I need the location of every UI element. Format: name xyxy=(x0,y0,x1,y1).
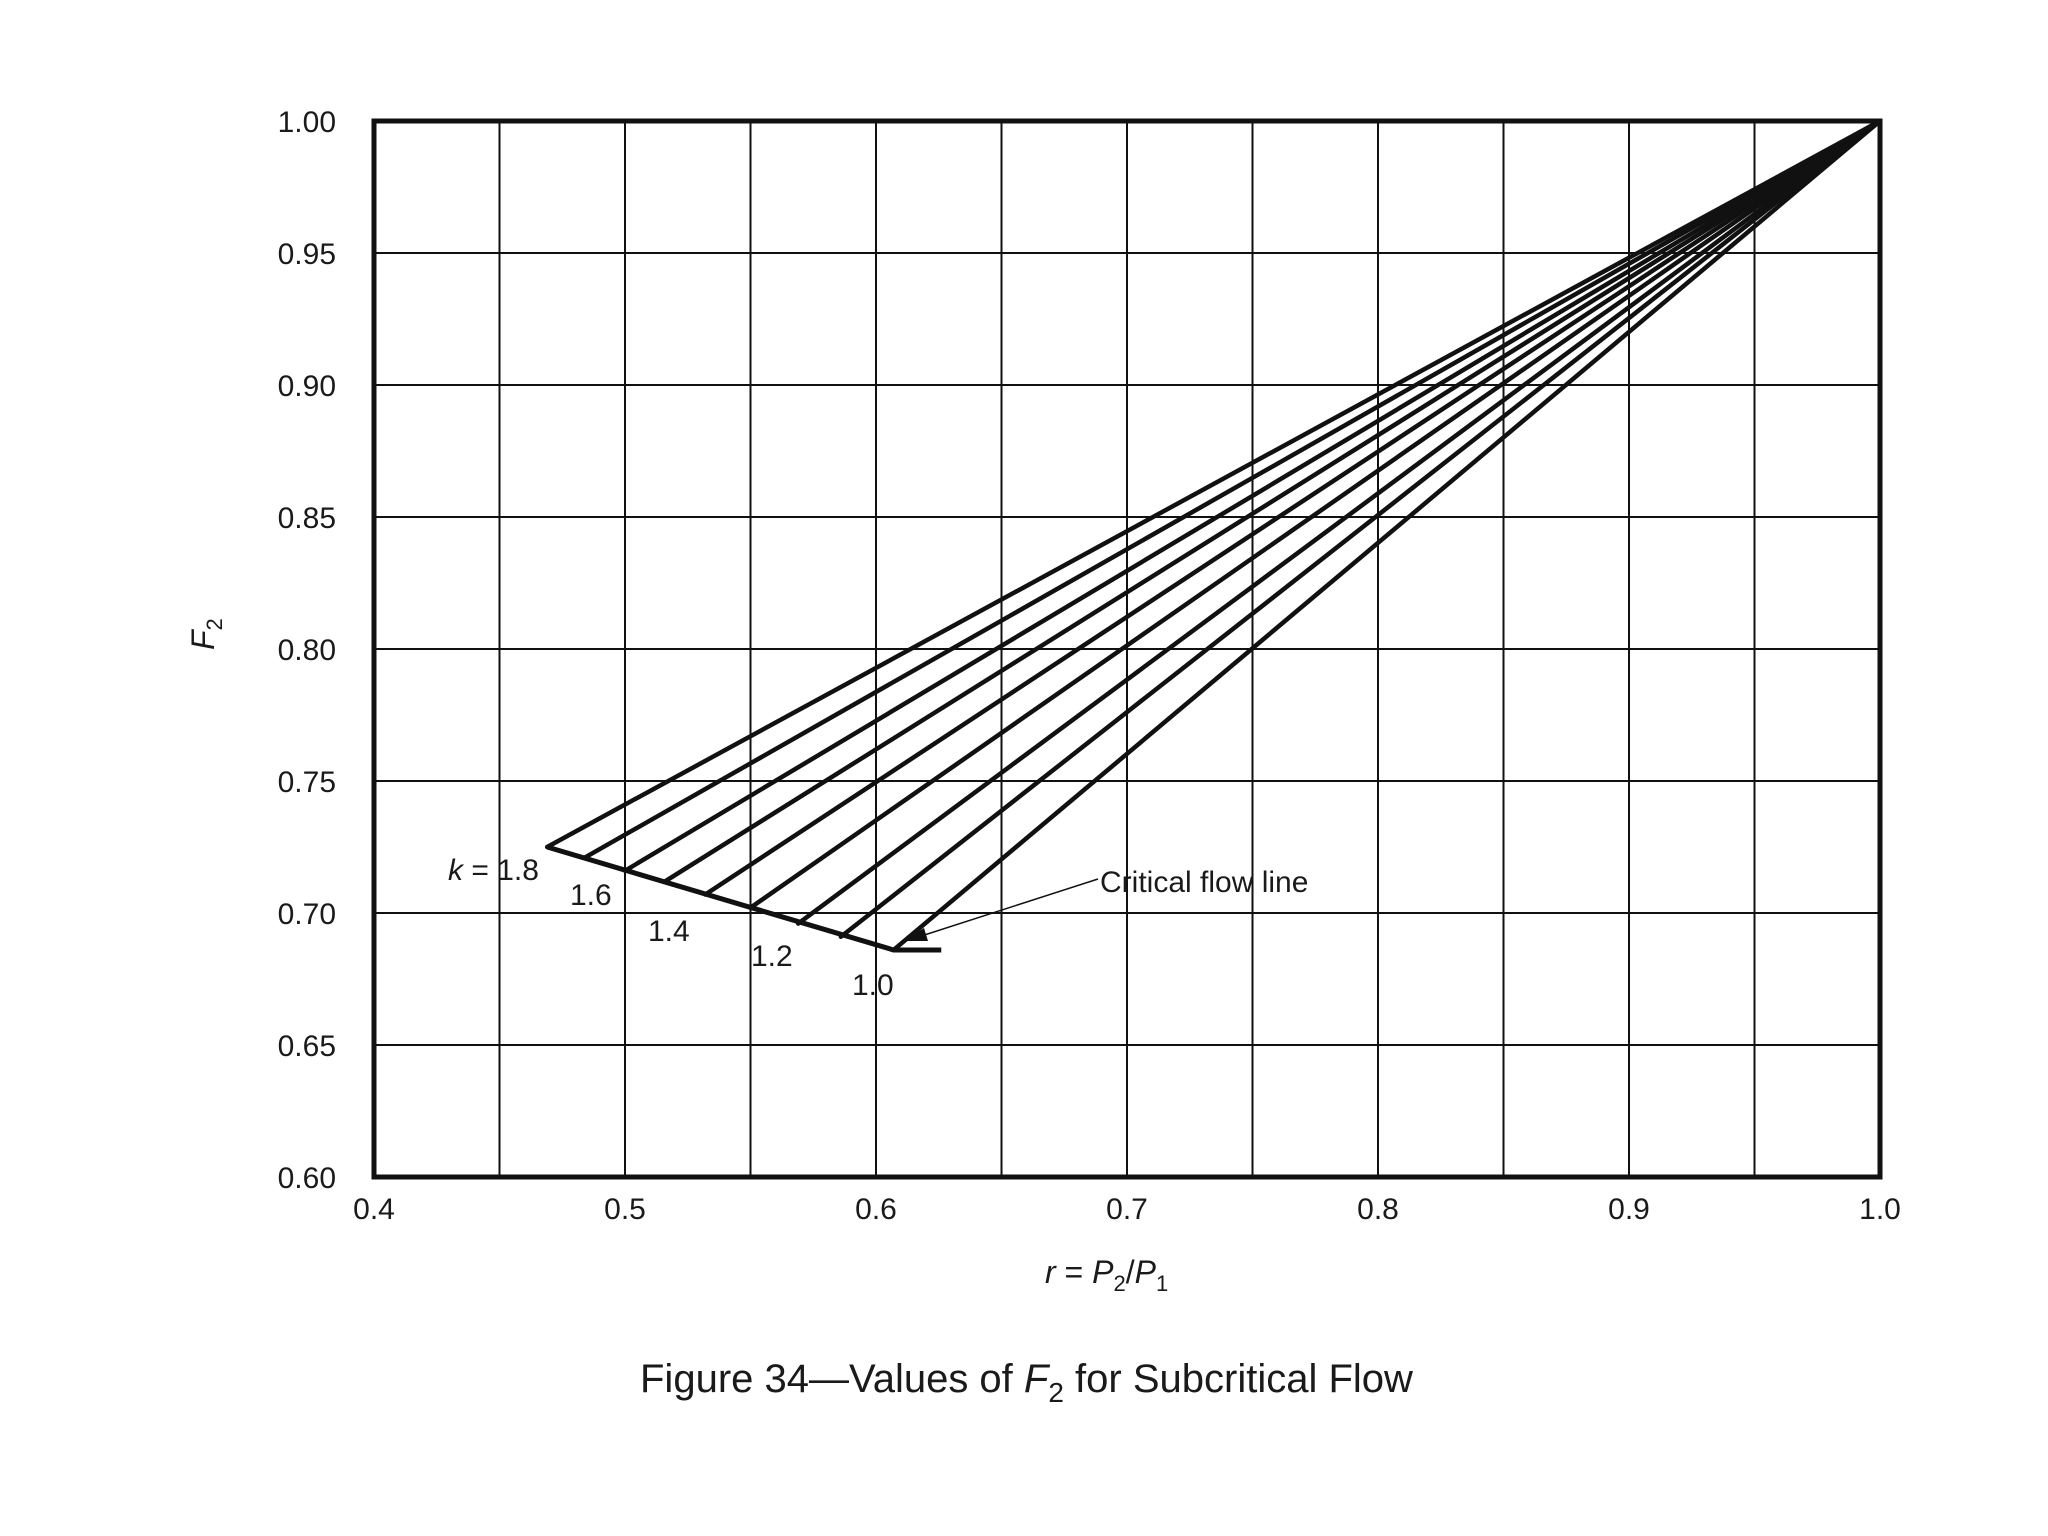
k-label-1-2: 1.2 xyxy=(751,940,793,973)
y-tick-label: 0.70 xyxy=(278,898,336,931)
k-curve xyxy=(748,118,1883,910)
k-label-1-8: k = 1.8 xyxy=(448,854,539,887)
x-tick-label: 0.8 xyxy=(1357,1193,1399,1226)
k-curve xyxy=(838,118,1883,940)
y-tick-label: 0.65 xyxy=(278,1030,336,1063)
k-label-1-0: 1.0 xyxy=(852,969,894,1002)
k-curve xyxy=(582,118,1883,860)
y-tick-label: 0.85 xyxy=(278,502,336,535)
figure-caption: Figure 34—Values of F2 for Subcritical F… xyxy=(640,1357,1413,1408)
critical-flow-arrowhead xyxy=(904,928,928,941)
critical-flow-label: Critical flow line xyxy=(1100,866,1308,899)
critical-flow-line xyxy=(546,844,942,953)
y-tick-label: 0.90 xyxy=(278,370,336,403)
critical-flow-leader xyxy=(911,878,1099,940)
tick-labels: 0.4 0.5 0.6 0.7 0.8 0.9 1.0 0.60 0.65 0.70 0.75 0.8… xyxy=(278,106,1901,1226)
k-curve xyxy=(662,118,1883,884)
curves xyxy=(544,118,1883,953)
k-curve xyxy=(703,118,1883,897)
y-tick-label: 0.75 xyxy=(278,766,336,799)
y-axis-label: F2 xyxy=(185,618,227,650)
x-tick-label: 0.9 xyxy=(1608,1193,1650,1226)
y-tick-label: 0.95 xyxy=(278,238,336,271)
y-tick-label: 0.80 xyxy=(278,634,336,667)
grid xyxy=(374,121,1880,1177)
k-curve xyxy=(544,118,1883,850)
x-tick-label: 0.6 xyxy=(855,1193,897,1226)
k-curve xyxy=(795,118,1883,926)
plot-frame xyxy=(371,118,1883,1180)
x-tick-label: 0.5 xyxy=(604,1193,646,1226)
x-tick-label: 0.7 xyxy=(1106,1193,1148,1226)
y-tick-label: 0.60 xyxy=(278,1162,336,1195)
y-tick-label: 1.00 xyxy=(278,106,336,139)
x-tick-label: 1.0 xyxy=(1859,1193,1901,1226)
k-label-1-6: 1.6 xyxy=(570,879,612,912)
k-curve xyxy=(891,118,1883,953)
k-label-1-4: 1.4 xyxy=(648,915,690,948)
x-axis-label: r = P2/P1 xyxy=(1045,1254,1168,1296)
k-curve xyxy=(622,118,1883,874)
x-tick-label: 0.4 xyxy=(353,1193,395,1226)
